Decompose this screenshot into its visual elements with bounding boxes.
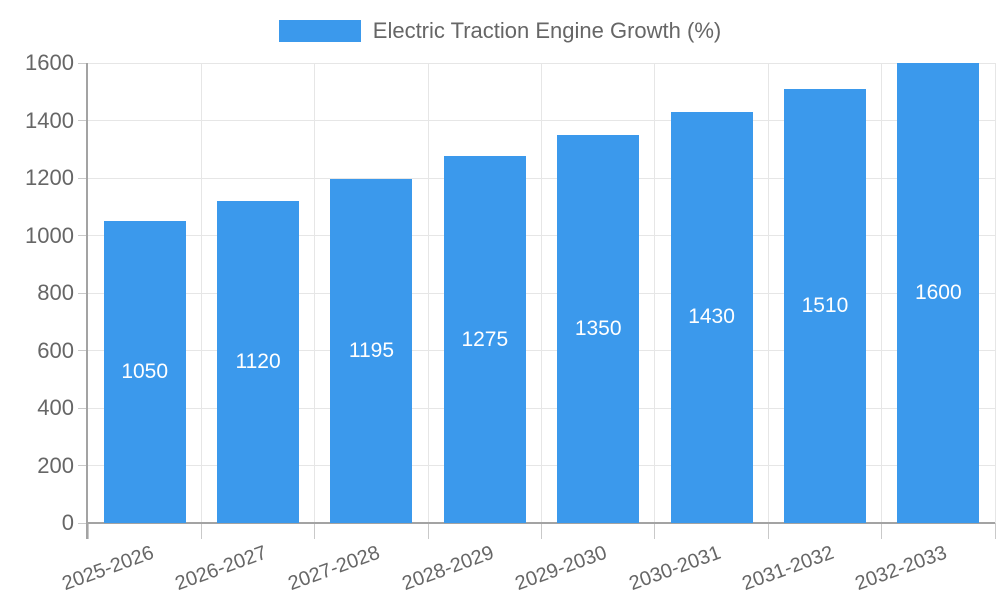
x-axis-line bbox=[86, 522, 995, 524]
y-axis-tick-label: 0 bbox=[61, 510, 74, 535]
y-axis-tick bbox=[78, 465, 88, 466]
x-gridline bbox=[541, 63, 542, 523]
x-gridline bbox=[767, 63, 769, 523]
chart-legend-item[interactable]: Electric Traction Engine Growth (%) bbox=[0, 16, 1000, 46]
x-axis-tick bbox=[994, 523, 996, 539]
x-gridline bbox=[881, 63, 883, 523]
x-gridline bbox=[200, 63, 202, 523]
bar-2027-2028[interactable] bbox=[330, 179, 413, 523]
y-axis-tick bbox=[78, 350, 88, 351]
bar-2028-2029[interactable] bbox=[443, 156, 526, 523]
y-axis-tick-label: 1200 bbox=[25, 165, 74, 190]
bar-2032-2033[interactable] bbox=[897, 63, 980, 523]
y-axis-tick bbox=[78, 522, 88, 524]
x-axis-tick bbox=[200, 523, 202, 539]
legend-swatch-icon bbox=[278, 20, 361, 42]
x-axis-tick bbox=[654, 523, 656, 539]
x-gridline bbox=[314, 63, 316, 523]
x-axis-tick bbox=[87, 523, 89, 539]
y-axis-tick bbox=[78, 177, 88, 179]
y-axis-tick-label: 400 bbox=[37, 395, 74, 420]
x-axis-tick bbox=[767, 523, 769, 539]
y-axis-tick bbox=[78, 120, 88, 121]
x-gridline bbox=[654, 63, 656, 523]
bar-2026-2027[interactable] bbox=[217, 201, 300, 523]
y-axis-tick-label: 200 bbox=[37, 452, 74, 478]
bar-2031-2032[interactable] bbox=[783, 88, 866, 523]
bar-2025-2026[interactable] bbox=[103, 221, 186, 523]
x-axis-tick bbox=[881, 523, 883, 539]
x-axis-tick bbox=[314, 523, 316, 539]
y-axis-tick bbox=[78, 407, 88, 409]
bar-2029-2030[interactable] bbox=[557, 134, 640, 523]
y-axis-tick-label: 600 bbox=[37, 337, 74, 363]
y-axis-tick-label: 1000 bbox=[25, 222, 74, 248]
x-gridline bbox=[994, 63, 996, 523]
bar-2030-2031[interactable] bbox=[670, 111, 753, 523]
x-axis-tick bbox=[427, 523, 429, 539]
y-axis-tick-label: 1600 bbox=[25, 50, 74, 75]
x-axis-tick bbox=[541, 523, 542, 539]
y-axis-tick-label: 1400 bbox=[25, 107, 74, 133]
y-axis-tick bbox=[78, 235, 88, 236]
y-axis-tick bbox=[78, 292, 88, 294]
y-axis-tick-label: 800 bbox=[37, 280, 74, 305]
legend-label: Electric Traction Engine Growth (%) bbox=[372, 18, 722, 43]
x-gridline bbox=[427, 63, 429, 523]
y-axis-line bbox=[86, 63, 88, 539]
y-axis-tick bbox=[78, 62, 88, 64]
